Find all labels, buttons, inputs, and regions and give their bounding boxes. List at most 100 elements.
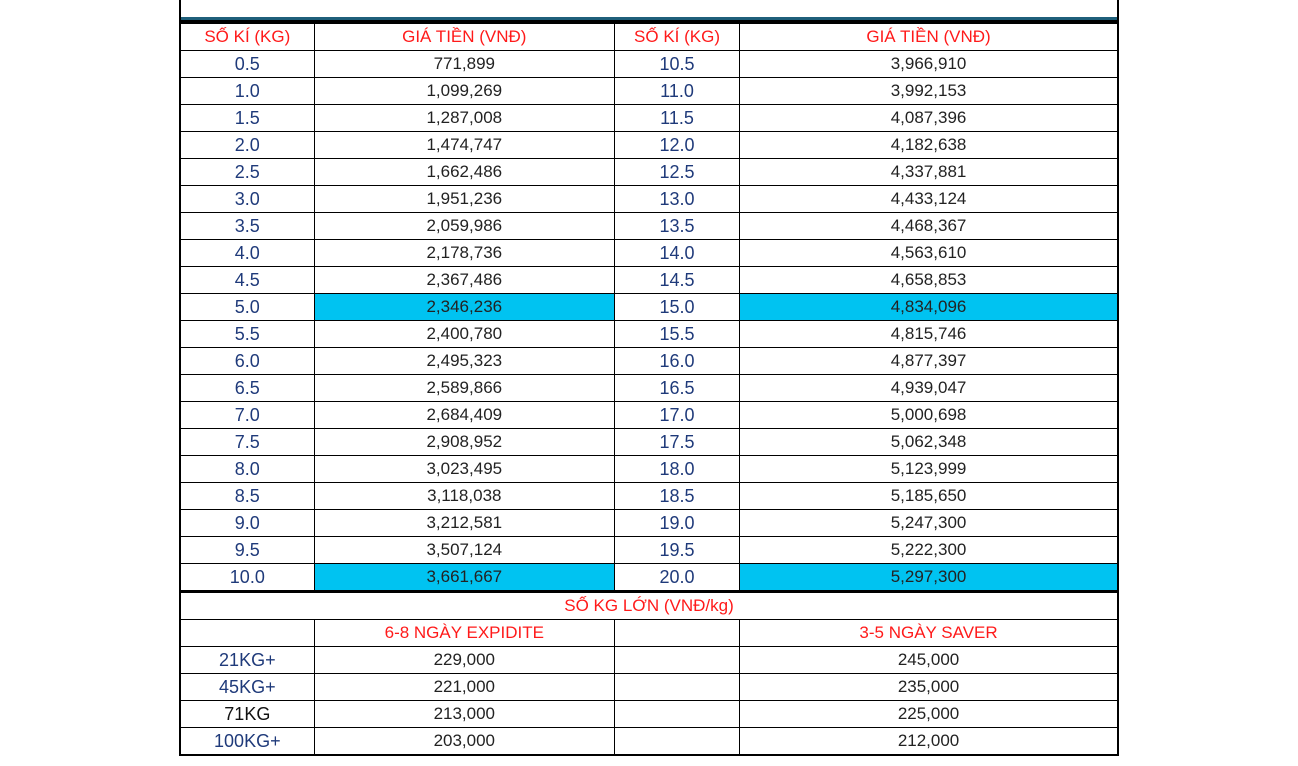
price-cell-highlighted: 4,834,096	[739, 293, 1119, 321]
price-header: GIÁ TIỀN (VNĐ)	[313, 23, 615, 51]
table-row: 4.5 2,367,486 14.5 4,658,853	[179, 266, 1119, 294]
weight-cell: 12.5	[613, 158, 741, 186]
weight-cell: 1.5	[179, 104, 315, 132]
table-row: 6.5 2,589,866 16.5 4,939,047	[179, 374, 1119, 402]
price-table: SỐ KÍ (KG) GIÁ TIỀN (VNĐ) SỐ KÍ (KG) GIÁ…	[179, 23, 1119, 592]
weight-cell: 13.5	[613, 212, 741, 240]
weight-cell: 19.0	[613, 509, 741, 537]
weight-cell: 4.0	[179, 239, 315, 267]
weight-header: SỐ KÍ (KG)	[179, 23, 315, 51]
price-cell: 1,099,269	[313, 77, 615, 105]
price-cell: 2,059,986	[313, 212, 615, 240]
weight-cell: 19.5	[613, 536, 741, 564]
table-row: 7.0 2,684,409 17.0 5,000,698	[179, 401, 1119, 429]
price-cell: 5,000,698	[739, 401, 1119, 429]
saver-price-cell: 245,000	[739, 646, 1119, 674]
price-cell: 4,658,853	[739, 266, 1119, 294]
table-row: 71KG 213,000 225,000	[179, 700, 1119, 728]
price-cell: 2,178,736	[313, 239, 615, 267]
table-row: 21KG+ 229,000 245,000	[179, 646, 1119, 674]
empty-cell	[613, 673, 741, 701]
top-header-strip	[179, 0, 1119, 23]
weight-cell: 15.0	[613, 293, 741, 321]
saver-price-cell: 225,000	[739, 700, 1119, 728]
table-row: 1.5 1,287,008 11.5 4,087,396	[179, 104, 1119, 132]
weight-cell: 6.0	[179, 347, 315, 375]
price-cell: 771,899	[313, 50, 615, 78]
large-weight-header-row: 6-8 NGÀY EXPIDITE 3-5 NGÀY SAVER	[179, 619, 1119, 647]
weight-cell: 4.5	[179, 266, 315, 294]
price-cell: 3,507,124	[313, 536, 615, 564]
table-row: 9.0 3,212,581 19.0 5,247,300	[179, 509, 1119, 537]
price-cell: 2,684,409	[313, 401, 615, 429]
saver-price-cell: 235,000	[739, 673, 1119, 701]
price-cell: 3,023,495	[313, 455, 615, 483]
table-row: 9.5 3,507,124 19.5 5,222,300	[179, 536, 1119, 564]
weight-cell: 15.5	[613, 320, 741, 348]
table-row: 2.0 1,474,747 12.0 4,182,638	[179, 131, 1119, 159]
price-cell: 2,908,952	[313, 428, 615, 456]
table-row: 3.0 1,951,236 13.0 4,433,124	[179, 185, 1119, 213]
kg-cell: 21KG+	[179, 646, 315, 674]
weight-cell: 10.0	[179, 563, 315, 592]
table-row: 100KG+ 203,000 212,000	[179, 727, 1119, 756]
empty-cell	[613, 646, 741, 674]
price-cell: 5,062,348	[739, 428, 1119, 456]
weight-cell: 0.5	[179, 50, 315, 78]
weight-cell: 18.0	[613, 455, 741, 483]
price-cell: 3,118,038	[313, 482, 615, 510]
price-cell: 1,474,747	[313, 131, 615, 159]
table-row: 3.5 2,059,986 13.5 4,468,367	[179, 212, 1119, 240]
price-cell: 1,662,486	[313, 158, 615, 186]
table-row: 2.5 1,662,486 12.5 4,337,881	[179, 158, 1119, 186]
price-cell: 4,815,746	[739, 320, 1119, 348]
express-price-cell: 221,000	[313, 673, 615, 701]
weight-cell: 6.5	[179, 374, 315, 402]
kg-cell: 100KG+	[179, 727, 315, 756]
price-cell: 4,087,396	[739, 104, 1119, 132]
price-cell: 1,951,236	[313, 185, 615, 213]
weight-cell: 11.0	[613, 77, 741, 105]
price-cell: 4,939,047	[739, 374, 1119, 402]
weight-cell: 17.0	[613, 401, 741, 429]
weight-cell: 8.5	[179, 482, 315, 510]
weight-cell: 5.5	[179, 320, 315, 348]
weight-cell: 14.0	[613, 239, 741, 267]
table-row: 1.0 1,099,269 11.0 3,992,153	[179, 77, 1119, 105]
weight-cell: 20.0	[613, 563, 741, 592]
price-cell: 5,222,300	[739, 536, 1119, 564]
table-row: 8.5 3,118,038 18.5 5,185,650	[179, 482, 1119, 510]
weight-cell: 16.0	[613, 347, 741, 375]
saver-header: 3-5 NGÀY SAVER	[739, 619, 1119, 647]
table-row: 10.0 3,661,667 20.0 5,297,300	[179, 563, 1119, 592]
weight-cell: 1.0	[179, 77, 315, 105]
empty-cell	[613, 700, 741, 728]
express-price-cell: 213,000	[313, 700, 615, 728]
price-cell: 2,367,486	[313, 266, 615, 294]
weight-cell: 8.0	[179, 455, 315, 483]
price-cell: 4,182,638	[739, 131, 1119, 159]
empty-cell	[613, 727, 741, 756]
express-price-cell: 229,000	[313, 646, 615, 674]
weight-cell: 11.5	[613, 104, 741, 132]
price-cell-highlighted: 3,661,667	[313, 563, 615, 592]
weight-cell: 10.5	[613, 50, 741, 78]
price-cell: 4,877,397	[739, 347, 1119, 375]
table-row: 0.5 771,899 10.5 3,966,910	[179, 50, 1119, 78]
kg-cell: 45KG+	[179, 673, 315, 701]
price-cell: 5,185,650	[739, 482, 1119, 510]
saver-price-cell: 212,000	[739, 727, 1119, 756]
table-row: 7.5 2,908,952 17.5 5,062,348	[179, 428, 1119, 456]
price-cell: 2,589,866	[313, 374, 615, 402]
price-cell: 4,563,610	[739, 239, 1119, 267]
price-cell-highlighted: 5,297,300	[739, 563, 1119, 592]
kg-cell: 71KG	[179, 700, 315, 728]
large-weight-title: SỐ KG LỚN (VNĐ/kg)	[179, 592, 1119, 620]
weight-cell: 13.0	[613, 185, 741, 213]
table-row: 5.5 2,400,780 15.5 4,815,746	[179, 320, 1119, 348]
price-header-2: GIÁ TIỀN (VNĐ)	[739, 23, 1119, 51]
table-row: 5.0 2,346,236 15.0 4,834,096	[179, 293, 1119, 321]
large-weight-table: SỐ KG LỚN (VNĐ/kg) 6-8 NGÀY EXPIDITE 3-5…	[179, 592, 1119, 756]
weight-cell: 3.5	[179, 212, 315, 240]
empty-cell	[179, 619, 315, 647]
